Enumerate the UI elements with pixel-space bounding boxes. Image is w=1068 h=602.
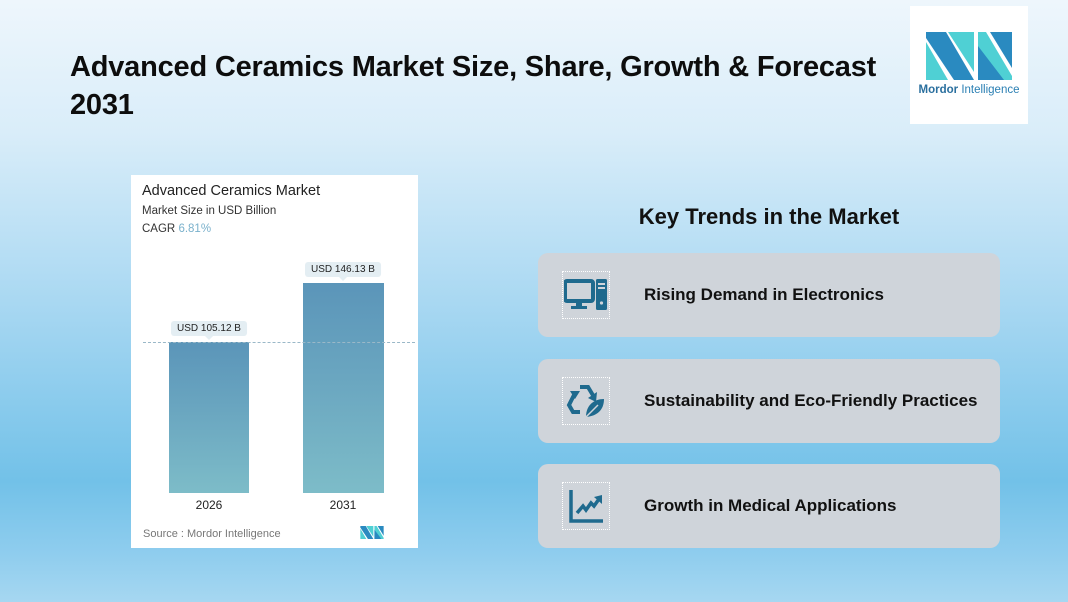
market-size-chart-card: Advanced Ceramics Market Market Size in …	[131, 175, 418, 548]
trend-label: Rising Demand in Electronics	[644, 285, 884, 304]
bar-label-2031: USD 146.13 B	[305, 262, 381, 281]
mordor-intelligence-logo: Mordor Intelligence	[910, 6, 1028, 124]
cagr-value: 6.81%	[178, 223, 212, 235]
trend-card-sustainability: Sustainability and Eco-Friendly Practice…	[538, 359, 1000, 443]
chart-subtitle: Market Size in USD Billion	[142, 205, 277, 217]
growth-chart-icon	[562, 482, 610, 530]
mordor-intelligence-logo-icon	[926, 32, 1012, 80]
bar-2026	[169, 342, 249, 493]
trend-label: Growth in Medical Applications	[644, 496, 897, 515]
chart-cagr: CAGR 6.81%	[142, 223, 212, 235]
key-trends-heading: Key Trends in the Market	[638, 204, 900, 229]
chart-source: Source : Mordor Intelligence	[143, 528, 281, 540]
mini-logo-icon	[360, 526, 384, 539]
trend-label: Sustainability and Eco-Friendly Practice…	[644, 391, 978, 410]
logo-wordmark: Mordor Intelligence	[918, 84, 1020, 96]
reference-dashed-line	[143, 342, 415, 343]
trend-card-electronics: Rising Demand in Electronics	[538, 253, 1000, 337]
x-label-2031: 2031	[329, 498, 357, 512]
page-title: Advanced Ceramics Market Size, Share, Gr…	[70, 51, 877, 121]
x-label-2026: 2026	[195, 498, 223, 512]
bar-label-2026: USD 105.12 B	[171, 321, 247, 340]
bar-2031	[303, 283, 384, 493]
chart-title: Advanced Ceramics Market	[142, 183, 321, 199]
trend-card-medical: Growth in Medical Applications	[538, 464, 1000, 548]
computer-icon	[562, 271, 610, 319]
recycle-leaf-icon	[562, 377, 610, 425]
